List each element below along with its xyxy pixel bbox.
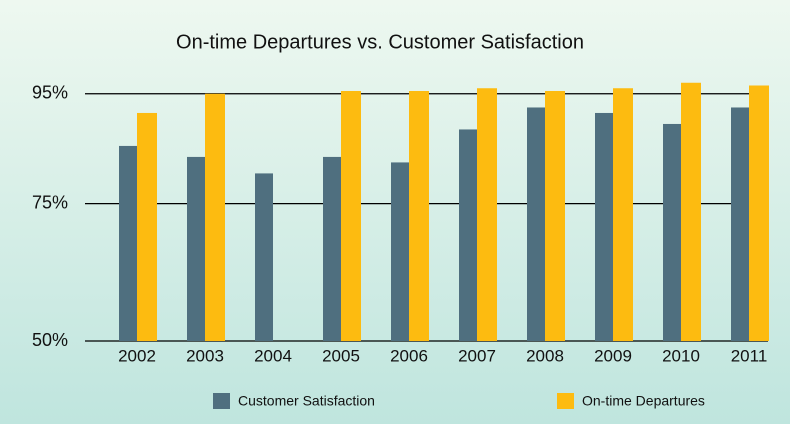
bar	[255, 173, 273, 341]
bar	[595, 112, 613, 342]
bar	[527, 107, 545, 341]
x-tick-label: 2008	[526, 346, 564, 365]
bar	[119, 145, 137, 341]
bar	[545, 90, 565, 341]
x-tick-label: 2003	[186, 346, 224, 365]
x-tick-label: 2007	[458, 346, 496, 365]
bar	[681, 82, 701, 341]
bar	[663, 123, 681, 342]
bar	[391, 162, 409, 341]
x-tick-label: 2009	[594, 346, 632, 365]
bar	[459, 129, 477, 341]
chart-title: On-time Departures vs. Customer Satisfac…	[176, 31, 584, 53]
bar	[731, 107, 749, 341]
bar	[205, 93, 225, 341]
bar	[323, 156, 341, 341]
y-tick-label: 95%	[32, 82, 68, 102]
bar	[409, 90, 429, 341]
legend-label: On-time Departures	[582, 393, 705, 409]
x-tick-label: 2010	[662, 346, 700, 365]
x-tick-label: 2002	[118, 346, 156, 365]
x-tick-label: 2005	[322, 346, 360, 365]
x-tick-label: 2006	[390, 346, 428, 365]
legend-label: Customer Satisfaction	[238, 393, 375, 409]
bar	[137, 112, 157, 342]
bar	[477, 88, 497, 342]
legend-swatch	[213, 393, 230, 409]
y-tick-label: 75%	[32, 192, 68, 212]
x-tick-label: 2004	[254, 346, 292, 365]
y-tick-label: 50%	[32, 330, 68, 350]
bar	[613, 88, 633, 342]
bar	[187, 156, 205, 341]
legend-swatch	[557, 393, 574, 409]
bar	[341, 90, 361, 341]
bar	[749, 85, 769, 341]
x-tick-label: 2011	[731, 346, 768, 365]
